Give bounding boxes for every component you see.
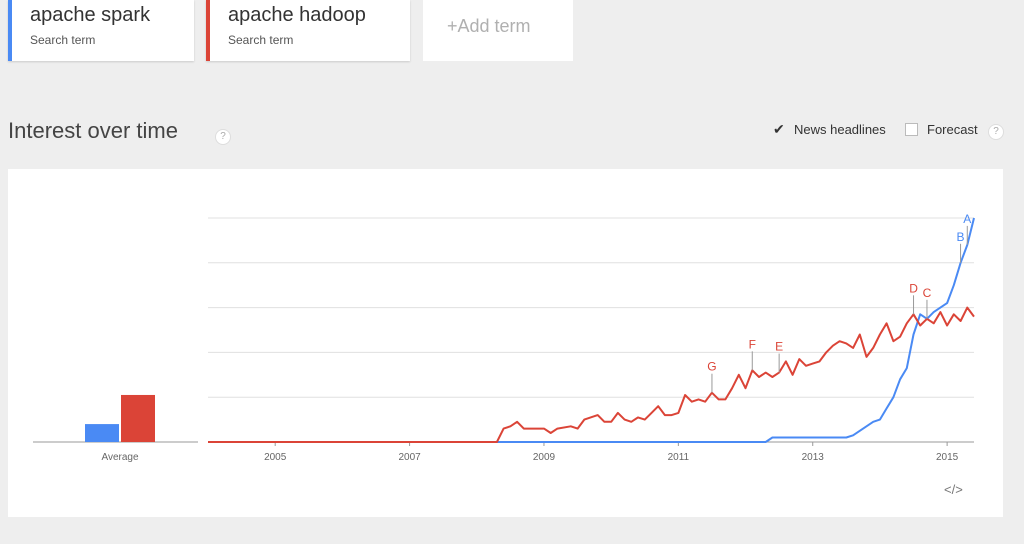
term-color-bar — [8, 0, 12, 61]
term-subtitle: Search term — [228, 33, 294, 47]
x-tick-label: 2011 — [668, 452, 690, 463]
annotation-G: G — [707, 360, 716, 374]
term-card-spark[interactable]: apache spark Search term — [8, 0, 194, 61]
series-line-apache-spark — [208, 217, 975, 443]
annotation-A: A — [963, 212, 971, 226]
section-title: Interest over time — [8, 118, 178, 143]
average-bar-apache-spark — [85, 424, 119, 442]
average-label: Average — [101, 452, 139, 463]
annotation-C: C — [923, 286, 932, 300]
average-bar-apache-hadoop — [121, 394, 155, 442]
series-line-apache-hadoop — [208, 306, 975, 443]
annotation-D: D — [909, 281, 918, 295]
help-icon[interactable]: ? — [215, 129, 231, 145]
term-card-hadoop[interactable]: apache hadoop Search term — [206, 0, 410, 61]
annotation-E: E — [775, 340, 783, 354]
x-tick-label: 2005 — [264, 452, 287, 463]
x-tick-label: 2015 — [936, 452, 959, 463]
add-term-button[interactable]: +Add term — [423, 0, 573, 61]
term-name[interactable]: apache spark — [30, 4, 151, 26]
interest-chart: Average 2005 2007 2009 2011 2013 2015 AB CD E F G — [33, 212, 975, 463]
term-name[interactable]: apache hadoop — [228, 4, 366, 26]
annotation-B: B — [957, 230, 965, 244]
chart-panel: Average 2005 2007 2009 2011 2013 2015 A B C D E F G — [8, 169, 1003, 517]
forecast-help-icon[interactable]: ? — [988, 124, 1004, 140]
x-tick-label: 2009 — [533, 452, 556, 463]
forecast-checkbox[interactable] — [905, 123, 918, 136]
term-color-bar — [206, 0, 210, 61]
term-subtitle: Search term — [30, 33, 96, 47]
news-headlines-label[interactable]: News headlines — [794, 122, 886, 137]
x-tick-label: 2007 — [398, 452, 421, 463]
annotation-F: F — [749, 337, 756, 351]
news-headlines-checkbox[interactable]: ✔ — [773, 121, 785, 137]
forecast-label[interactable]: Forecast — [927, 122, 978, 137]
x-tick-label: 2013 — [802, 452, 825, 463]
embed-icon[interactable]: </> — [944, 482, 963, 497]
